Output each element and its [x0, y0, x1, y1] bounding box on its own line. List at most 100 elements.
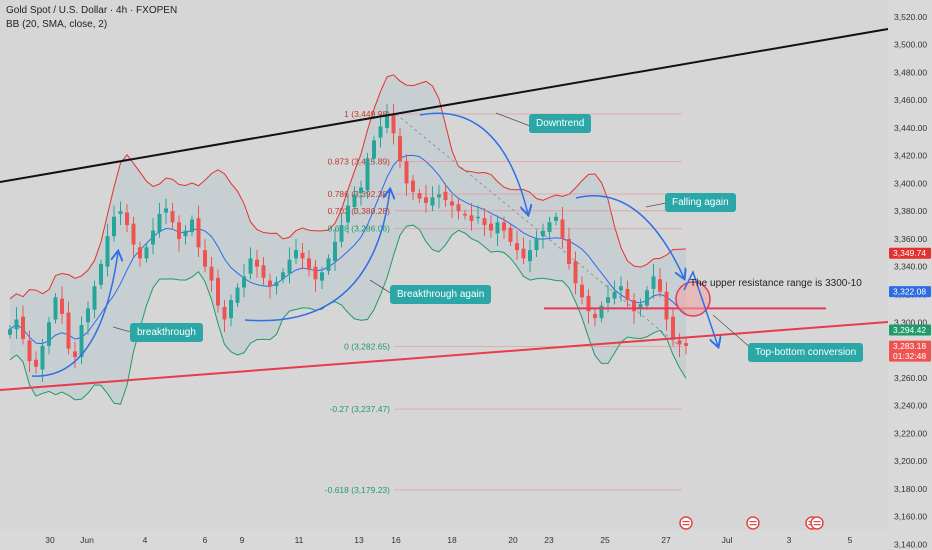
- y-tick-label: 3,400.00: [894, 178, 927, 188]
- candle-body: [229, 300, 233, 319]
- us-flag-icon[interactable]: [746, 516, 760, 530]
- candle-body: [255, 259, 259, 267]
- candle-body: [508, 227, 513, 242]
- callout-falling-again: Falling again: [665, 193, 736, 212]
- candle-body: [534, 238, 539, 251]
- x-tick-label: 9: [240, 535, 245, 545]
- candle-body: [190, 219, 194, 233]
- candle-body: [502, 222, 506, 231]
- candle-body: [248, 258, 253, 274]
- candle-body: [495, 222, 500, 234]
- lower-trendline[interactable]: [0, 321, 889, 391]
- symbol-title: Gold Spot / U.S. Dollar · 4h · FXOPEN: [6, 5, 178, 16]
- candle-body: [515, 243, 519, 251]
- candle-body: [183, 230, 188, 237]
- price-axis[interactable]: [888, 0, 932, 550]
- candle-body: [541, 230, 545, 237]
- x-tick-label: 6: [203, 535, 208, 545]
- callout-pointer: [712, 314, 753, 350]
- candle-body: [476, 216, 480, 219]
- candle-body: [196, 218, 201, 248]
- candle-body: [313, 266, 318, 280]
- candle-body: [294, 250, 298, 259]
- us-flag-stripe: [813, 521, 821, 523]
- candle-body: [346, 205, 350, 223]
- y-tick-label: 3,360.00: [894, 234, 927, 244]
- event-flags: [679, 516, 824, 530]
- y-tick-label: 3,240.00: [894, 401, 927, 411]
- us-flag-stripe: [682, 521, 690, 523]
- fib-label: 0.618 (3,286.06): [328, 224, 391, 234]
- y-tick-label: 3,420.00: [894, 151, 927, 161]
- us-flag-icon[interactable]: [810, 516, 824, 530]
- indicator-title[interactable]: BB (20, SMA, close, 2): [6, 19, 108, 30]
- candle-body: [34, 359, 38, 367]
- time-axis[interactable]: [0, 530, 888, 550]
- upper-trendline[interactable]: [0, 28, 889, 183]
- callout-top-bottom-conversion: Top-bottom conversion: [748, 343, 864, 362]
- x-tick-label: 20: [508, 535, 518, 545]
- x-tick-label: Jun: [80, 535, 94, 545]
- candle-body: [151, 230, 155, 245]
- fib-label: 0.786 (3,392.38): [328, 189, 391, 199]
- x-axis: 30 Jun 4 6 9 11 13 16 18 20 23 25 27 Jul 3 5: [45, 535, 852, 545]
- band-fill: [10, 74, 686, 405]
- candle-body: [105, 236, 110, 267]
- candle-body: [404, 161, 409, 184]
- us-flag-stripe: [813, 524, 821, 526]
- price-label-text: 3,322.08: [893, 287, 926, 297]
- candle-body: [456, 204, 461, 212]
- candle-body: [638, 304, 643, 309]
- candle-body: [53, 297, 58, 320]
- fib-label: -0.27 (3,237.47): [330, 404, 391, 414]
- x-tick-label: Jul: [722, 535, 733, 545]
- candle-body: [489, 223, 493, 231]
- candle-body: [664, 291, 669, 320]
- candle-body: [170, 211, 175, 223]
- candle-body: [138, 247, 142, 259]
- candle-body: [560, 219, 565, 239]
- candle-body: [684, 343, 688, 346]
- fib-label: 1 (3,449.98): [344, 109, 390, 119]
- candle-body: [112, 216, 116, 237]
- resistance-circle: [675, 281, 711, 317]
- candle-body: [599, 305, 604, 319]
- candle-body: [268, 280, 272, 287]
- callout-pointer: [369, 279, 393, 295]
- candle-body: [612, 291, 617, 299]
- us-flag-icon[interactable]: [679, 516, 693, 530]
- arrow-breakthrough: [31, 252, 118, 377]
- price-label-text: 3,283.18: [893, 341, 926, 351]
- candle-body: [469, 215, 474, 221]
- candle-body: [385, 115, 389, 128]
- candle-body: [21, 316, 25, 339]
- candle-body: [651, 276, 656, 289]
- candle-body: [203, 250, 207, 267]
- candle-body: [352, 194, 357, 208]
- candle-body: [261, 265, 266, 278]
- us-flag-stripe: [749, 521, 757, 523]
- x-tick-label: 18: [447, 535, 457, 545]
- candle-body: [164, 208, 168, 213]
- fib-label: 0 (3,282.65): [344, 341, 390, 351]
- x-tick-label: 30: [45, 535, 55, 545]
- fib-trend-line: [395, 113, 681, 347]
- candle-body: [593, 313, 597, 319]
- candle-body: [8, 329, 12, 335]
- candle-body: [99, 263, 103, 285]
- price-label-box: [889, 324, 931, 336]
- candle-body: [242, 276, 246, 288]
- price-label-box: [889, 286, 931, 298]
- candle-body: [209, 266, 214, 281]
- y-tick-label: 3,260.00: [894, 373, 927, 383]
- candle-body: [365, 158, 370, 191]
- candle-body: [567, 238, 571, 264]
- candle-body: [47, 322, 51, 346]
- fib-label: -0.618 (3,179.23): [325, 485, 390, 495]
- candle-body: [92, 286, 97, 310]
- callout-breakthrough: breakthrough: [130, 323, 203, 342]
- candle-body: [60, 298, 64, 314]
- callout-breakthrough-again: Breakthrough again: [390, 285, 492, 304]
